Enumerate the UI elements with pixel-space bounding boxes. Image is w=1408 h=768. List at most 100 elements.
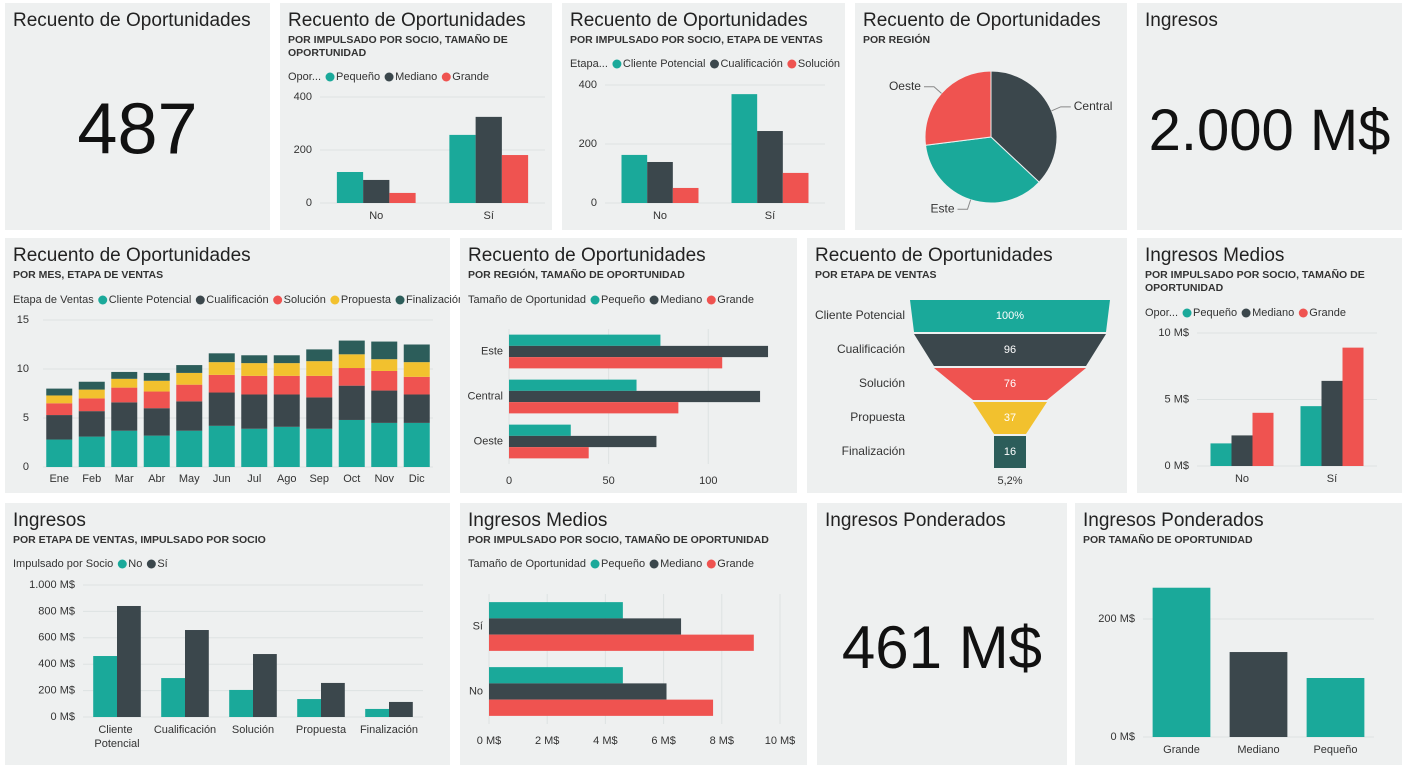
bar — [389, 701, 413, 717]
category-label: Cliente Potencial — [815, 308, 905, 322]
y-tick-label: Central — [468, 390, 503, 402]
bar-segment — [403, 422, 430, 467]
tile-subtitle: POR TAMAÑO DE OPORTUNIDAD — [1083, 533, 1253, 546]
x-tick-label: Pequeño — [1313, 744, 1357, 756]
bar — [501, 155, 529, 203]
x-tick-label: May — [179, 473, 200, 485]
legend-label: Solución — [284, 294, 326, 306]
x-tick-label: Jun — [213, 473, 231, 485]
leader-line — [1051, 106, 1071, 112]
bar — [509, 390, 761, 403]
legend-label: Cliente Potencial — [623, 58, 706, 70]
y-tick-label: 10 M$ — [1158, 327, 1189, 339]
x-tick-label: Cualificación — [154, 724, 216, 736]
bar — [757, 131, 783, 203]
bar-segment — [241, 394, 268, 429]
bar-segment — [273, 394, 300, 427]
tile-subtitle: POR IMPULSADO POR SOCIO, TAMAÑO DE OPORT… — [1145, 268, 1368, 294]
tile-subtitle: POR IMPULSADO POR SOCIO, ETAPA DE VENTAS — [570, 34, 823, 46]
x-tick-label: Dic — [409, 473, 425, 485]
legend-label: Grande — [717, 294, 754, 306]
legend-label: Cliente Potencial — [109, 294, 192, 306]
bar — [731, 94, 758, 203]
bar-segment — [371, 359, 398, 371]
legend-label: Pequeño — [1193, 307, 1237, 319]
bar-segment — [111, 430, 138, 467]
legend-label: Cualificación — [206, 294, 268, 306]
legend-label: Grande — [452, 71, 489, 83]
category-label: Cualificación — [837, 342, 905, 356]
tile-title: Recuento de Oportunidades — [863, 10, 1101, 31]
legend-swatch — [590, 559, 600, 569]
x-tick-label: 0 — [506, 475, 512, 487]
bar-segment — [143, 372, 170, 381]
tile — [817, 503, 1067, 765]
y-tick-label: 400 M$ — [38, 658, 75, 670]
pie-label: Oeste — [889, 79, 921, 93]
bar-segment — [78, 381, 105, 390]
bar — [647, 161, 673, 203]
legend-title: Opor... — [288, 71, 321, 83]
y-tick-label: No — [469, 685, 483, 697]
y-tick-label: 200 — [294, 144, 312, 156]
bar-segment — [208, 353, 235, 363]
bar — [1342, 347, 1364, 466]
bar — [489, 618, 682, 635]
bar-segment — [111, 378, 138, 388]
bar — [321, 682, 345, 717]
leader-line — [957, 199, 972, 210]
legend-title: Etapa... — [570, 58, 608, 70]
x-tick-label: 4 M$ — [593, 735, 617, 747]
bar — [1321, 380, 1343, 466]
bar-segment — [143, 391, 170, 409]
legend-label: Mediano — [660, 294, 702, 306]
y-tick-label: 600 M$ — [38, 632, 75, 644]
bar-segment — [143, 380, 170, 392]
y-tick-label: 400 — [579, 79, 597, 91]
bar-segment — [241, 355, 268, 364]
legend-title: Tamaño de Oportunidad — [468, 558, 586, 570]
bar — [1231, 435, 1253, 466]
tile-title: Ingresos — [13, 510, 86, 531]
bar — [1152, 587, 1211, 737]
y-tick-label: 0 M$ — [1111, 731, 1135, 743]
tile — [5, 3, 270, 230]
bar-segment — [241, 428, 268, 467]
x-tick-label: 6 M$ — [651, 735, 675, 747]
legend-swatch — [117, 559, 127, 569]
bar-segment — [273, 355, 300, 364]
tile-title: Ingresos Medios — [468, 510, 607, 531]
bar-segment — [306, 361, 333, 376]
x-tick-label: 0 M$ — [477, 735, 501, 747]
x-tick-label: 8 M$ — [710, 735, 734, 747]
funnel-segment — [914, 334, 1106, 366]
legend-swatch — [649, 295, 659, 305]
x-tick-label: Cliente Potencial — [94, 724, 139, 750]
y-tick-label: Este — [481, 345, 503, 357]
bar — [509, 357, 723, 369]
legend-swatch — [1241, 308, 1251, 318]
x-tick-label: Oct — [343, 473, 360, 485]
legend-label: Mediano — [660, 558, 702, 570]
bar-segment — [78, 389, 105, 399]
bar-segment — [46, 415, 73, 440]
bar — [489, 602, 623, 619]
bar — [1252, 412, 1274, 466]
x-tick-label: Abr — [148, 473, 165, 485]
y-tick-label: 200 — [579, 138, 597, 150]
legend-label: Pequeño — [336, 71, 380, 83]
x-tick-label: Sí — [484, 210, 494, 222]
y-tick-label: 0 M$ — [51, 711, 75, 723]
bar — [509, 435, 657, 448]
legend-label: Grande — [717, 558, 754, 570]
bar — [1229, 652, 1288, 737]
bar — [365, 708, 389, 717]
card-value: 487 — [77, 90, 197, 170]
bar-segment — [306, 428, 333, 467]
bar-segment — [371, 422, 398, 467]
legend-swatch — [709, 59, 719, 69]
legend-label: Grande — [1309, 307, 1346, 319]
funnel-footnote: 5,2% — [997, 475, 1022, 487]
bar — [161, 678, 185, 717]
